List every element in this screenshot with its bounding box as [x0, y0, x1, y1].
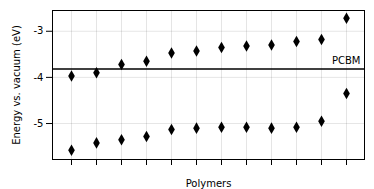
svg-text:-5: -5 — [34, 118, 44, 129]
svg-text:Energy vs. vacuum (eV): Energy vs. vacuum (eV) — [11, 25, 22, 145]
svg-text:PCBM: PCBM — [332, 55, 361, 66]
svg-text:Polymers: Polymers — [186, 178, 232, 189]
svg-text:-3: -3 — [34, 25, 44, 36]
svg-text:-4: -4 — [34, 72, 44, 83]
